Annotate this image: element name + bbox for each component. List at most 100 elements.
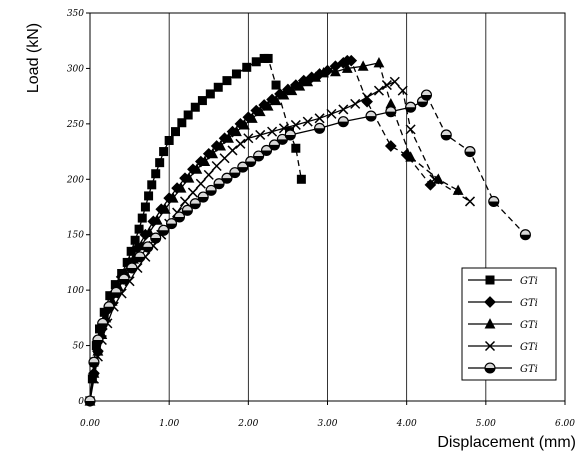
- data-point-triangle: [318, 67, 329, 78]
- data-point-square: [231, 69, 241, 79]
- y-tick-label: 0: [78, 397, 84, 407]
- data-point-triangle: [294, 80, 306, 91]
- data-point-square: [205, 89, 215, 99]
- data-point-circle: [126, 262, 138, 274]
- y-tick-label: 200: [66, 175, 84, 185]
- circle-half: [214, 183, 224, 189]
- data-point-cross: [484, 340, 496, 352]
- circle-half: [92, 340, 103, 345]
- circle-half: [261, 150, 272, 156]
- y-tick-label: 50: [73, 342, 85, 352]
- data-point-square: [164, 135, 174, 145]
- data-point-cross: [389, 76, 400, 87]
- circle-half: [366, 116, 376, 122]
- cross-stroke: [203, 169, 214, 180]
- data-point-triangle: [191, 163, 203, 174]
- data-point-triangle: [357, 60, 369, 71]
- circle-half: [198, 197, 209, 202]
- legend-label: GTi: [520, 364, 538, 375]
- circle-half: [520, 234, 531, 240]
- data-point-triangle: [286, 84, 298, 96]
- circle-half: [190, 203, 201, 209]
- circle-half: [253, 156, 264, 161]
- x-tick-label: 0.00: [80, 419, 100, 429]
- data-point-circle: [385, 106, 397, 118]
- circle-half: [245, 161, 256, 167]
- cross-stroke: [429, 174, 440, 185]
- cross-stroke: [255, 129, 266, 140]
- x-tick-label: 6.00: [555, 419, 575, 429]
- data-point-cross: [179, 196, 191, 207]
- data-point-circle: [197, 191, 209, 203]
- data-point-square: [130, 235, 140, 245]
- grid: [168, 13, 487, 401]
- cross-stroke: [235, 138, 246, 149]
- data-point-diamond: [484, 296, 496, 308]
- circle-half: [441, 134, 452, 140]
- data-point-circle: [405, 101, 417, 113]
- data-point-square: [140, 202, 150, 212]
- data-point-triangle: [231, 125, 242, 137]
- legend-label: GTi: [520, 342, 538, 353]
- data-point-cross: [314, 113, 325, 124]
- data-point-cross: [397, 85, 408, 96]
- data-point-cross: [362, 92, 373, 103]
- data-point-cross: [290, 119, 301, 130]
- data-point-circle: [519, 229, 531, 241]
- data-point-cross: [211, 160, 222, 172]
- data-point-circle: [337, 116, 349, 128]
- data-point-circle: [420, 89, 433, 101]
- data-point-triangle: [270, 94, 282, 106]
- data-point-triangle: [223, 132, 234, 143]
- circle-half: [269, 144, 280, 150]
- cross-stroke: [211, 160, 222, 172]
- x-tick-label: 4.00: [396, 419, 417, 429]
- legend-entry: GTi: [468, 318, 538, 331]
- data-point-square: [110, 280, 120, 290]
- cross-stroke: [124, 276, 135, 287]
- data-point-diamond: [424, 178, 437, 191]
- circle-half: [166, 223, 177, 229]
- data-point-circle: [88, 356, 100, 368]
- data-point-circle: [189, 198, 201, 210]
- data-point-square: [171, 127, 180, 137]
- data-point-triangle: [238, 119, 250, 130]
- data-point-cross: [373, 85, 384, 96]
- cross-stroke: [484, 340, 496, 352]
- legend-entry: GTi: [468, 275, 538, 287]
- data-point-triangle: [262, 100, 274, 111]
- data-point-triangle: [207, 147, 219, 159]
- data-point-circle: [173, 211, 186, 223]
- x-axis-label: Displacement (mm): [437, 434, 576, 451]
- data-point-triangle: [373, 57, 385, 68]
- cross-stroke: [88, 373, 99, 384]
- circle-half: [417, 101, 428, 107]
- series-circle: [84, 89, 531, 407]
- y-tick-label: 300: [67, 64, 84, 74]
- data-point-square: [485, 275, 495, 285]
- data-point-triangle: [405, 151, 417, 162]
- data-point-circle: [150, 232, 162, 244]
- circle-half: [85, 401, 95, 406]
- data-point-circle: [103, 301, 115, 313]
- data-point-cross: [429, 174, 440, 185]
- data-point-square: [147, 180, 157, 190]
- data-point-cross: [267, 126, 278, 137]
- data-point-square: [271, 80, 281, 90]
- data-point-square: [291, 143, 301, 153]
- data-point-triangle: [246, 112, 258, 123]
- data-point-triangle: [167, 192, 179, 203]
- data-point-square: [159, 147, 169, 157]
- cross-stroke: [179, 196, 191, 207]
- circle-half: [174, 216, 185, 222]
- circle-half: [89, 362, 99, 368]
- data-point-square: [263, 53, 273, 63]
- x-tick-label: 2.00: [237, 419, 258, 429]
- data-point-cross: [195, 178, 206, 189]
- data-point-cross: [227, 145, 238, 156]
- data-point-triangle: [302, 75, 314, 87]
- circle-half: [158, 230, 169, 236]
- circle-half: [134, 256, 145, 262]
- cross-stroke: [219, 153, 230, 164]
- y-tick-label: 350: [67, 9, 84, 19]
